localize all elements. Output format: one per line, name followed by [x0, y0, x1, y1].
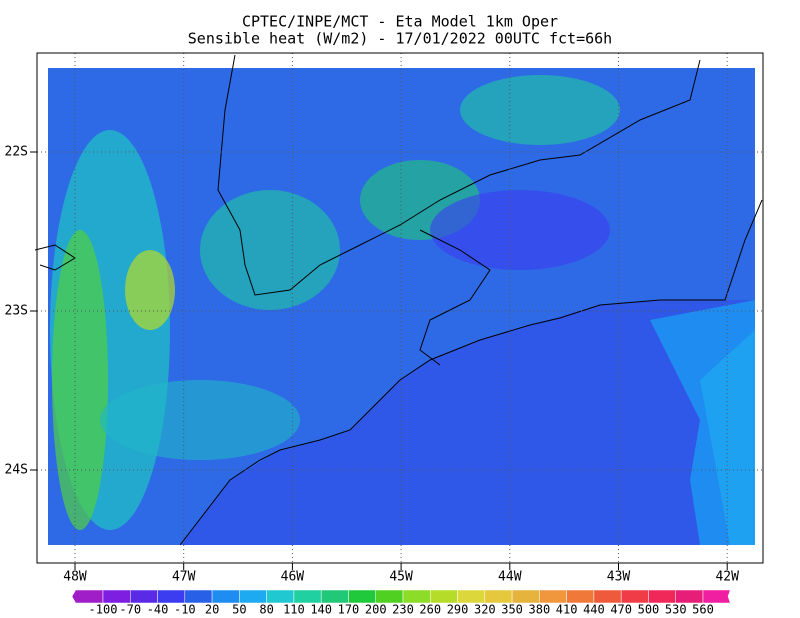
colorbar-label: 80	[259, 603, 273, 617]
title-line: CPTEC/INPE/MCT - Eta Model 1km Oper	[242, 13, 558, 31]
lon-label: 46W	[281, 570, 305, 585]
colorbar-box	[211, 589, 240, 604]
colorbar-label: -70	[119, 603, 141, 617]
state-border	[217, 54, 701, 296]
colorbar-arrow	[71, 589, 104, 604]
colorbar-box	[593, 589, 622, 604]
colorbar-box	[102, 589, 131, 604]
colorbar-label: 380	[529, 603, 551, 617]
colorbar-box	[375, 589, 404, 604]
lat-label: 23S	[5, 304, 28, 319]
colorbar-label: -100	[89, 603, 118, 617]
colorbar-box	[348, 589, 376, 604]
lon-label: 44W	[498, 570, 522, 585]
colorbar-label: 20	[205, 603, 219, 617]
colorbar-label: 530	[665, 603, 687, 617]
colorbar-label: -40	[147, 603, 169, 617]
axis-labels: 48W 47W 46W 45W 44W 43W 42W 22S 23S 24S	[5, 145, 740, 585]
field-patch	[100, 380, 300, 460]
colorbar-label: 560	[692, 603, 714, 617]
colorbar-label: 350	[501, 603, 523, 617]
borders	[34, 54, 763, 546]
lat-label: 24S	[5, 463, 28, 478]
colorbar-box	[293, 589, 322, 604]
lon-label: 48W	[63, 570, 87, 585]
colorbar-label: 260	[419, 603, 441, 617]
colorbar-label: -10	[174, 603, 196, 617]
colorbar-box	[675, 589, 704, 604]
colorbar-label: 110	[283, 603, 305, 617]
colorbar-box	[511, 589, 540, 604]
colorbar-label: 470	[610, 603, 632, 617]
field-patch	[460, 75, 620, 145]
colorbar-label: 410	[556, 603, 578, 617]
field-patch	[125, 250, 175, 330]
map-field	[48, 68, 755, 545]
colorbar-box	[184, 589, 213, 604]
field-patch	[430, 190, 610, 270]
colorbar-box	[539, 589, 567, 604]
graticule	[37, 53, 763, 563]
colorbar-box	[430, 589, 458, 604]
colorbar-label: 200	[365, 603, 387, 617]
lon-label: 43W	[607, 570, 631, 585]
colorbar-box	[484, 589, 513, 604]
colorbar-label: 230	[392, 603, 414, 617]
colorbar-label: 440	[583, 603, 605, 617]
lat-label: 22S	[5, 145, 28, 160]
colorbar-box	[402, 589, 431, 604]
colorbar-label: 320	[474, 603, 496, 617]
colorbar-box	[266, 589, 295, 604]
colorbar-label: 500	[638, 603, 660, 617]
colorbar: -100 -70 -40 -10 20 50 80 110 140 170 200 230 260 290…	[71, 589, 731, 617]
state-border	[419, 229, 491, 366]
colorbar-box	[648, 589, 676, 604]
colorbar-label: 140	[310, 603, 332, 617]
lon-label: 42W	[715, 570, 739, 585]
lon-label: 45W	[389, 570, 413, 585]
colorbar-box	[320, 589, 349, 604]
colorbar-box	[130, 589, 158, 604]
colorbar-label: 170	[338, 603, 360, 617]
colorbar-label: 290	[447, 603, 469, 617]
coastline	[179, 199, 763, 546]
colorbar-box	[239, 589, 267, 604]
colorbar-box	[620, 589, 649, 604]
colorbar-box	[457, 589, 486, 604]
field-patch	[52, 230, 108, 530]
colorbar-label: 50	[232, 603, 246, 617]
colorbar-box	[157, 589, 186, 604]
colorbar-box	[566, 589, 595, 604]
map-frame	[36, 52, 764, 564]
ocean-field	[180, 300, 755, 545]
title-line: Sensible heat (W/m2) - 17/01/2022 00UTC …	[188, 30, 612, 48]
lon-label: 47W	[172, 570, 196, 585]
colorbar-arrow	[702, 589, 731, 604]
field-patch	[200, 190, 340, 310]
